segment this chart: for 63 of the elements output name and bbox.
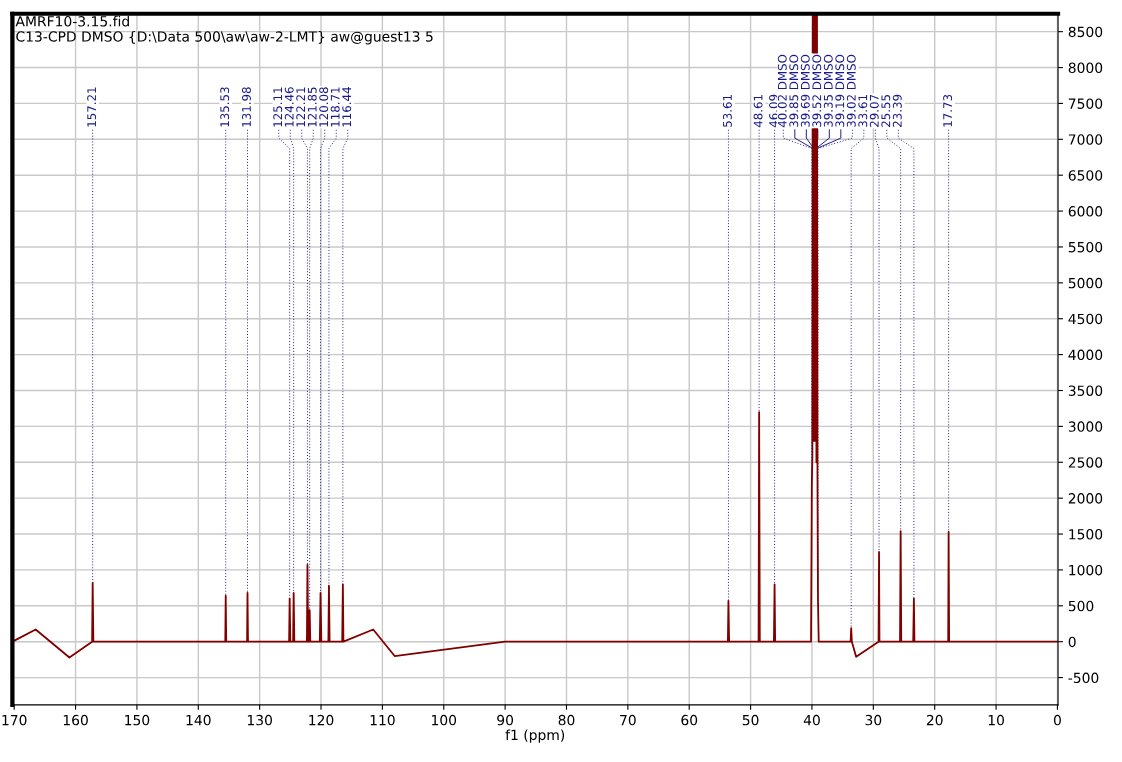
annotation: 46.09 — [769, 94, 779, 128]
x-tick-label: 0 — [1053, 714, 1061, 726]
x-tick-label: 160 — [63, 714, 88, 726]
x-tick-label: 150 — [125, 714, 150, 726]
y-tick-label: 5000 — [1068, 277, 1103, 289]
x-tick-label: 10 — [988, 714, 1004, 726]
annotation: 157.21 — [87, 87, 97, 127]
annotation: 116.44 — [342, 87, 352, 127]
y-tick-label: 3500 — [1068, 385, 1103, 396]
y-tick-label: 0 — [1068, 636, 1076, 648]
y-tick-label: 2000 — [1068, 493, 1103, 504]
annotation: 53.61 — [722, 95, 732, 127]
y-tick-label: 7500 — [1068, 98, 1103, 109]
annotation: 23.39 — [892, 94, 902, 127]
annotation: 122.21 — [296, 87, 306, 127]
x-tick-label: 120 — [309, 714, 334, 726]
x-axis-title: f1 (ppm) — [505, 729, 565, 743]
y-tick-label: 6000 — [1068, 206, 1103, 217]
annotation: 17.73 — [943, 94, 953, 127]
x-tick-label: 80 — [558, 714, 575, 726]
x-tick-label: 20 — [926, 714, 943, 726]
y-tick-label: -500 — [1068, 672, 1099, 684]
y-tick-label: 7000 — [1068, 134, 1103, 145]
annotation: 25.55 — [881, 94, 891, 127]
annotation: 121.85 — [307, 87, 317, 127]
annotation: 48.61 — [753, 95, 763, 128]
y-tick-label: 6500 — [1068, 170, 1103, 181]
x-tick-label: 60 — [681, 714, 698, 726]
annotation: 124.46 — [284, 87, 294, 127]
annotation: C13-CPD DMSO {D:\Data 500\aw\aw-2-LMT} aw@guest13 5 — [16, 30, 433, 45]
annotation: 135.53 — [220, 87, 230, 127]
y-tick-label: 2500 — [1068, 457, 1103, 468]
y-tick-label: 1500 — [1069, 529, 1103, 540]
x-tick-label: 140 — [186, 714, 211, 726]
annotation: 39.85 DMSO — [789, 54, 799, 127]
y-tick-label: 3000 — [1068, 421, 1103, 432]
annotation: 125.11 — [273, 87, 283, 127]
x-tick-label: 50 — [742, 714, 759, 726]
y-tick-label: 8500 — [1068, 26, 1103, 38]
x-tick-label: 30 — [865, 714, 882, 726]
y-tick-label: 4500 — [1068, 313, 1103, 325]
x-tick-label: 130 — [247, 714, 272, 726]
y-tick-label: 1000 — [1069, 564, 1103, 576]
y-tick-label: 500 — [1068, 600, 1094, 612]
annotation: 118.71 — [330, 87, 340, 127]
x-tick-label: 40 — [803, 714, 820, 726]
x-tick-label: 110 — [370, 714, 395, 726]
x-tick-label: 90 — [497, 714, 514, 726]
annotation: 39.19 DMSO — [835, 54, 845, 127]
annotation: 120.08 — [319, 87, 329, 127]
annotation: 131.98 — [242, 87, 251, 127]
y-tick-label: 4000 — [1068, 349, 1103, 361]
y-tick-label: 5500 — [1068, 241, 1103, 253]
annotation: 39.69 DMSO — [800, 54, 810, 127]
x-tick-label: 170 — [2, 714, 27, 726]
annotation: AMRF10-3.15.fid — [15, 15, 129, 27]
annotation: 39.02 DMSO — [846, 54, 856, 127]
y-tick-label: 8000 — [1068, 62, 1103, 74]
x-tick-label: 100 — [432, 714, 457, 726]
annotation: 33.61 — [858, 95, 868, 127]
annotation: 29.07 — [869, 94, 879, 127]
x-tick-label: 70 — [620, 714, 636, 726]
annotation: 40.02 DMSO — [777, 54, 787, 128]
